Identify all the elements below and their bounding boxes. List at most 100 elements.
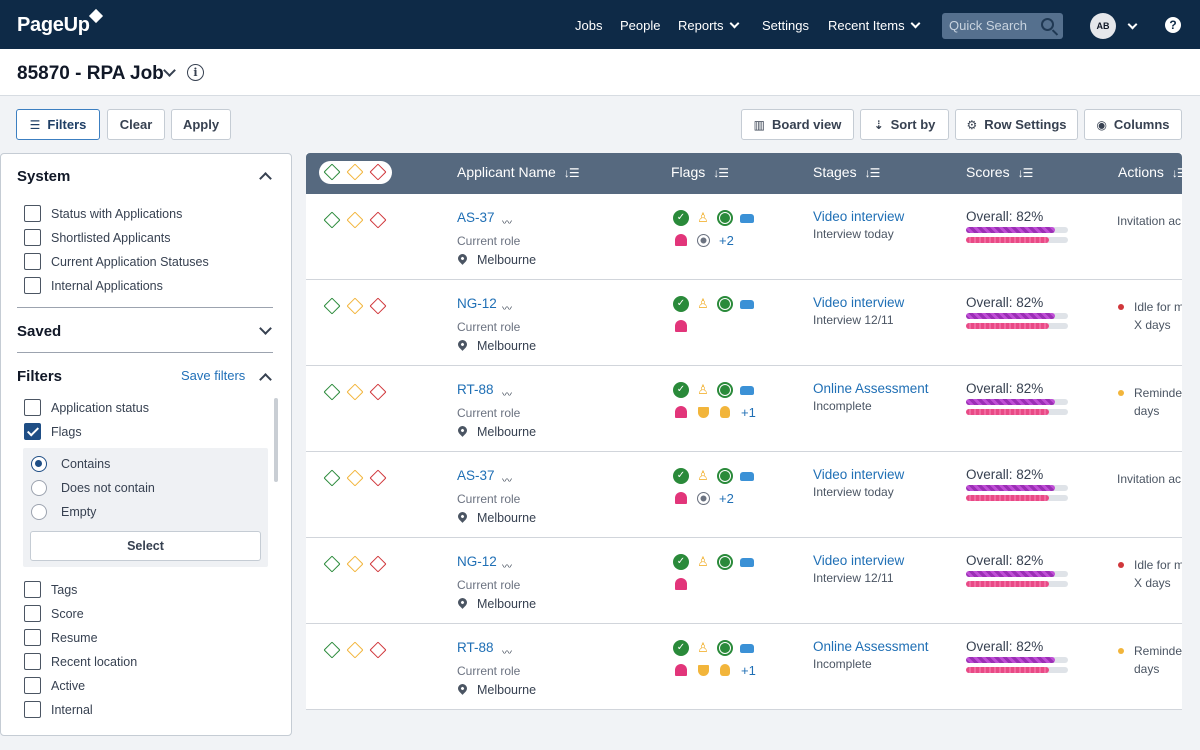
checkbox-checked[interactable] <box>24 423 41 440</box>
filters-button[interactable]: ☰ Filters <box>16 109 100 140</box>
stage-link[interactable]: Video interview <box>813 467 905 482</box>
apply-button[interactable]: Apply <box>171 109 231 140</box>
pageup-logo[interactable]: PageUp <box>17 8 104 37</box>
action-text[interactable]: Idle for m X days <box>1134 556 1182 592</box>
table-row[interactable]: RT-88 〰 Current role Melbourne ✓ ♙ +1 On… <box>306 624 1182 710</box>
green-diamond-icon[interactable] <box>323 383 341 401</box>
nav-people[interactable]: People <box>620 18 661 33</box>
green-diamond-icon[interactable] <box>323 211 341 229</box>
sort-icon[interactable]: ↓☰ <box>563 166 580 180</box>
sort-icon[interactable]: ↓☰ <box>713 166 729 180</box>
system-filter-current-statuses[interactable]: Current Application Statuses <box>24 253 209 270</box>
hidden-eye-icon[interactable]: 〰 <box>502 648 512 659</box>
table-row[interactable]: NG-12 〰 Current role Melbourne ✓ ♙ Video… <box>306 280 1182 366</box>
filter-internal[interactable]: Internal <box>24 701 93 718</box>
stage-link[interactable]: Video interview <box>813 209 905 224</box>
filter-application-status[interactable]: Application status <box>24 399 149 416</box>
applicant-name-link[interactable]: AS-37 <box>457 210 495 225</box>
radio-button[interactable] <box>31 480 47 496</box>
filter-flags[interactable]: Flags <box>24 423 82 440</box>
applicant-name-link[interactable]: NG-12 <box>457 554 497 569</box>
green-diamond-icon[interactable] <box>323 641 341 659</box>
hidden-eye-icon[interactable]: 〰 <box>502 218 512 229</box>
stage-link[interactable]: Online Assessment <box>813 639 929 654</box>
hidden-eye-icon[interactable]: 〰 <box>502 304 512 315</box>
more-flags-count[interactable]: +2 <box>719 233 734 248</box>
checkbox[interactable] <box>24 399 41 416</box>
checkbox[interactable] <box>24 653 41 670</box>
system-filter-status-with-applications[interactable]: Status with Applications <box>24 205 182 222</box>
nav-jobs[interactable]: Jobs <box>575 18 603 33</box>
help-icon[interactable]: ? <box>1165 17 1181 33</box>
green-diamond-icon[interactable] <box>323 555 341 573</box>
green-diamond-icon[interactable] <box>323 469 341 487</box>
column-flags[interactable]: Flags ↓☰ <box>671 164 729 180</box>
nav-settings[interactable]: Settings <box>762 18 809 33</box>
sort-icon[interactable]: ↓☰ <box>1017 166 1034 180</box>
hidden-eye-icon[interactable]: 〰 <box>502 562 512 573</box>
red-diamond-icon[interactable] <box>369 469 387 487</box>
checkbox[interactable] <box>24 277 41 294</box>
applicant-name-link[interactable]: NG-12 <box>457 296 497 311</box>
table-row[interactable]: AS-37 〰 Current role Melbourne ✓ ♙ +2 Vi… <box>306 194 1182 280</box>
hidden-eye-icon[interactable]: 〰 <box>502 476 512 487</box>
nav-recent-items[interactable]: Recent Items <box>828 18 921 33</box>
radio-button-selected[interactable] <box>31 456 47 472</box>
chevron-up-icon[interactable] <box>259 172 272 185</box>
sort-by-button[interactable]: ⇣ Sort by <box>860 109 949 140</box>
applicant-name-link[interactable]: RT-88 <box>457 382 494 397</box>
stage-link[interactable]: Online Assessment <box>813 381 929 396</box>
red-diamond-icon[interactable] <box>369 297 387 315</box>
applicant-name-link[interactable]: RT-88 <box>457 640 494 655</box>
nav-reports[interactable]: Reports <box>678 18 739 33</box>
filter-active[interactable]: Active <box>24 677 85 694</box>
filter-tags[interactable]: Tags <box>24 581 77 598</box>
hidden-eye-icon[interactable]: 〰 <box>502 390 512 401</box>
yellow-diamond-icon[interactable] <box>346 211 364 229</box>
filter-score[interactable]: Score <box>24 605 84 622</box>
search-icon[interactable] <box>1041 18 1054 31</box>
row-settings-button[interactable]: ⚙ Row Settings <box>955 109 1078 140</box>
column-applicant-name[interactable]: Applicant Name ↓☰ <box>457 164 580 180</box>
checkbox[interactable] <box>24 605 41 622</box>
info-icon[interactable]: i <box>187 64 204 81</box>
action-text[interactable]: Reminde days <box>1134 642 1182 678</box>
checkbox[interactable] <box>24 701 41 718</box>
user-avatar[interactable]: AB <box>1090 13 1116 39</box>
yellow-diamond-icon[interactable] <box>346 469 364 487</box>
table-row[interactable]: RT-88 〰 Current role Melbourne ✓ ♙ +1 On… <box>306 366 1182 452</box>
checkbox[interactable] <box>24 629 41 646</box>
yellow-diamond-icon[interactable] <box>346 383 364 401</box>
sidebar-scrollbar[interactable] <box>274 398 278 482</box>
avatar-menu-chevron[interactable] <box>1122 18 1138 36</box>
table-row[interactable]: AS-37 〰 Current role Melbourne ✓ ♙ +2 Vi… <box>306 452 1182 538</box>
checkbox[interactable] <box>24 253 41 270</box>
stage-link[interactable]: Video interview <box>813 553 905 568</box>
action-text[interactable]: Invitation ac <box>1117 212 1181 230</box>
more-flags-count[interactable]: +2 <box>719 491 734 506</box>
filter-recent-location[interactable]: Recent location <box>24 653 137 670</box>
checkbox[interactable] <box>24 581 41 598</box>
system-filter-internal-applications[interactable]: Internal Applications <box>24 277 163 294</box>
yellow-diamond-icon[interactable] <box>346 641 364 659</box>
radio-does-not-contain[interactable]: Does not contain <box>31 480 155 496</box>
red-diamond-icon[interactable] <box>369 641 387 659</box>
red-diamond-icon[interactable] <box>369 211 387 229</box>
action-text[interactable]: Idle for m X days <box>1134 298 1182 334</box>
column-actions[interactable]: Actions ↓☰ <box>1118 164 1182 180</box>
yellow-diamond-icon[interactable] <box>346 163 364 181</box>
yellow-diamond-icon[interactable] <box>346 297 364 315</box>
clear-button[interactable]: Clear <box>107 109 165 140</box>
board-view-button[interactable]: ▥ Board view <box>741 109 854 140</box>
red-diamond-icon[interactable] <box>369 163 387 181</box>
more-flags-count[interactable]: +1 <box>741 663 756 678</box>
columns-button[interactable]: ◉ Columns <box>1084 109 1182 140</box>
table-row[interactable]: NG-12 〰 Current role Melbourne ✓ ♙ Video… <box>306 538 1182 624</box>
red-diamond-icon[interactable] <box>369 383 387 401</box>
quick-search-input[interactable]: Quick Search <box>942 13 1063 39</box>
checkbox[interactable] <box>24 205 41 222</box>
checkbox[interactable] <box>24 229 41 246</box>
filter-resume[interactable]: Resume <box>24 629 98 646</box>
stage-link[interactable]: Video interview <box>813 295 905 310</box>
checkbox[interactable] <box>24 677 41 694</box>
